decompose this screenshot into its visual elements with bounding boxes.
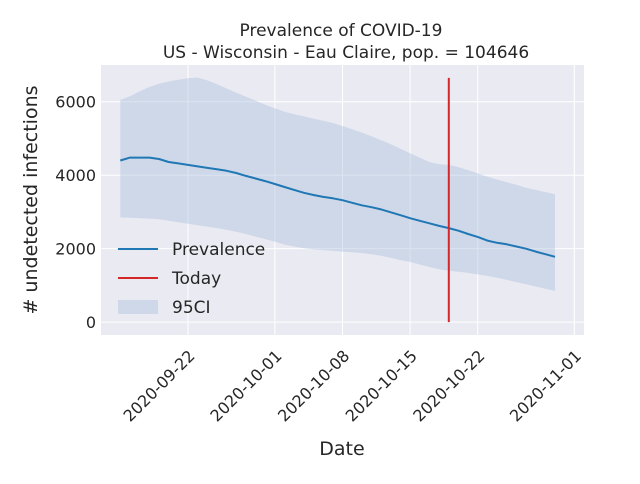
series-layer: [120, 77, 556, 323]
prevalence-line: [120, 156, 556, 258]
legend-label-95ci: 95CI: [172, 298, 211, 318]
y-tick-label: 4000: [55, 166, 96, 185]
legend-label-today: Today: [171, 269, 221, 289]
y-tick-label: 0: [86, 313, 96, 332]
x-axis-label: Date: [319, 438, 364, 460]
y-tick-labels: 0 2000 4000 6000: [55, 93, 96, 332]
ci-band-95: [120, 77, 556, 291]
y-tick-label: 6000: [55, 93, 96, 112]
y-axis-label: # undetected infections: [20, 85, 42, 314]
y-tick-label: 2000: [55, 240, 96, 259]
legend: Prevalence Today 95CI: [118, 240, 265, 318]
chart-title: Prevalence of COVID-19: [240, 21, 443, 41]
ci-band-layer: [120, 77, 556, 291]
chart-subtitle: US - Wisconsin - Eau Claire, pop. = 1046…: [163, 43, 529, 63]
legend-label-prevalence: Prevalence: [172, 240, 265, 260]
legend-swatch-95ci: [118, 300, 158, 314]
